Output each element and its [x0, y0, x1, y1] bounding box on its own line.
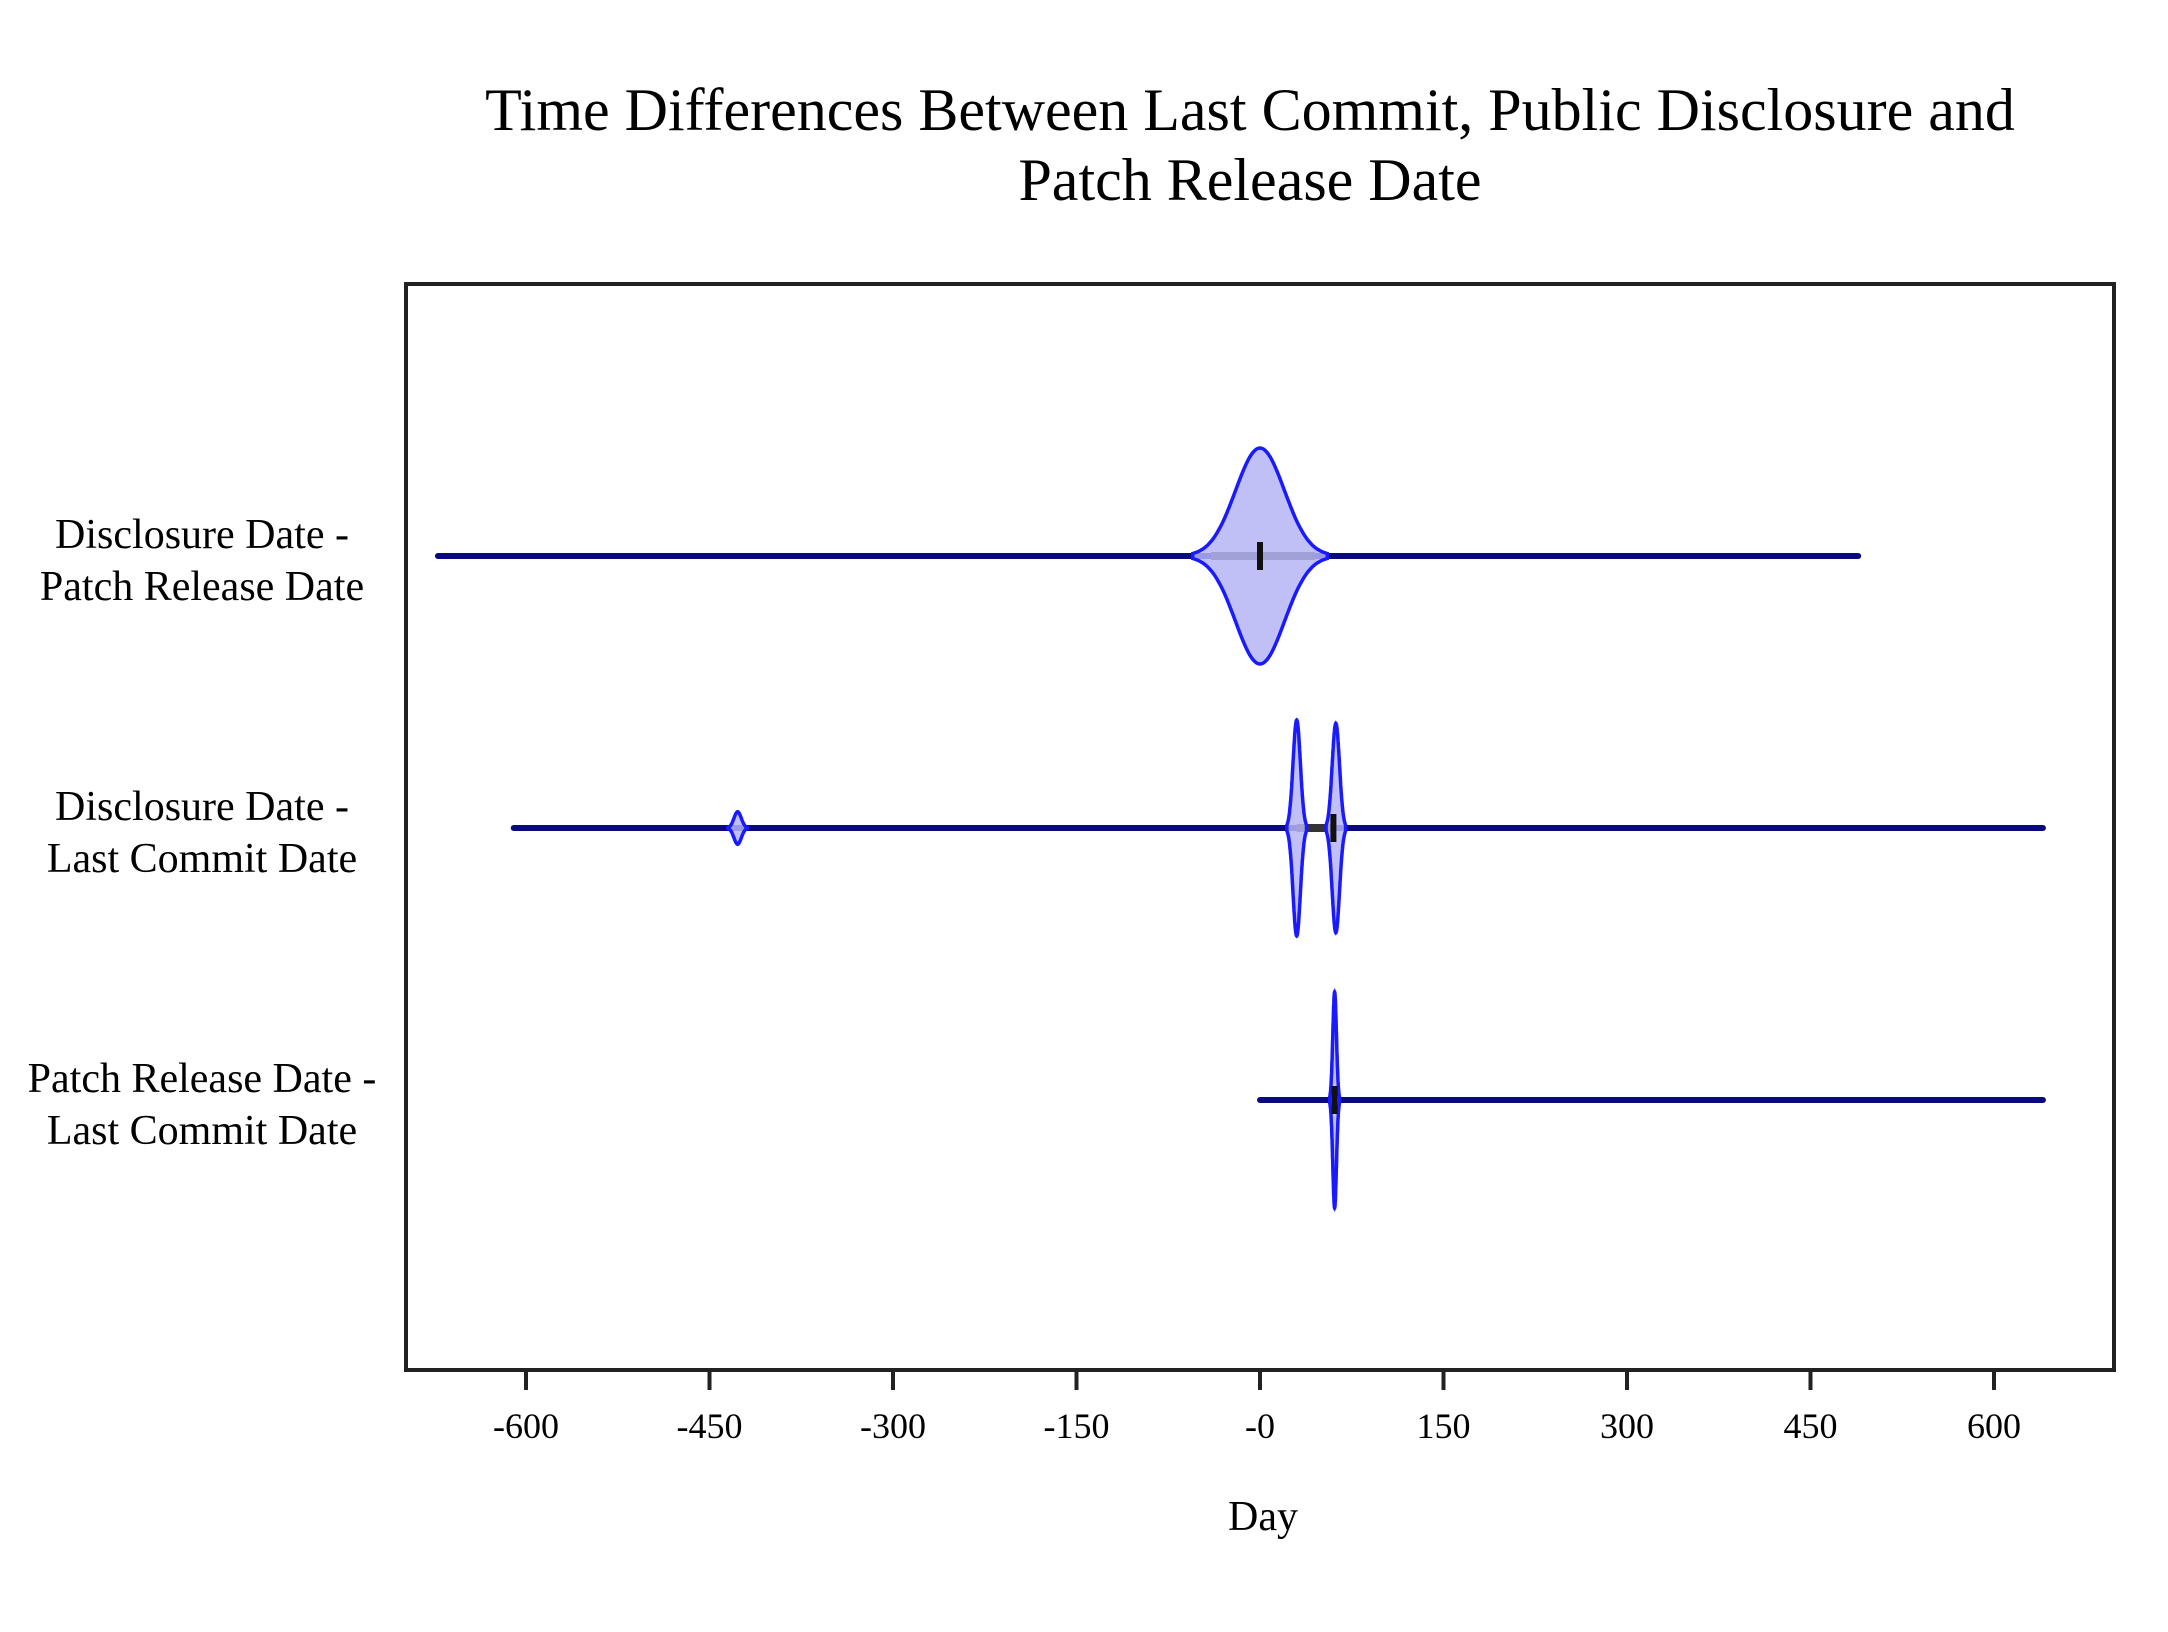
x-tick-label: 150: [1417, 1406, 1471, 1446]
chart-title: Time Differences Between Last Commit, Pu…: [485, 77, 2015, 213]
x-tick-label: -600: [493, 1406, 559, 1446]
chart-title-line: Patch Release Date: [1018, 147, 1481, 213]
violin-body: [726, 810, 750, 846]
violin-series: [434, 446, 1862, 666]
violin-body: [1285, 717, 1309, 939]
chart-title-line: Time Differences Between Last Commit, Pu…: [485, 77, 2015, 143]
category-label-line: Disclosure Date -: [55, 512, 349, 558]
x-tick-label: -0: [1245, 1406, 1275, 1446]
category-label-line: Patch Release Date: [40, 564, 364, 610]
x-tick-label: 300: [1600, 1406, 1654, 1446]
x-tick-label: -300: [860, 1406, 926, 1446]
violin-series: [1257, 988, 2046, 1212]
x-axis: -600 -450 -300 -150 -0 150 300 450 600: [493, 1370, 2021, 1446]
category-label: Disclosure Date - Last Commit Date: [47, 784, 357, 882]
x-tick-label: -450: [677, 1406, 743, 1446]
category-label: Patch Release Date - Last Commit Date: [28, 1056, 377, 1154]
category-label-line: Patch Release Date -: [28, 1056, 377, 1102]
x-tick-label: 450: [1784, 1406, 1838, 1446]
category-labels: Disclosure Date -Patch Release DateDiscl…: [28, 512, 377, 1154]
category-label-line: Disclosure Date -: [55, 784, 349, 830]
x-axis-label: Day: [1228, 1494, 1298, 1540]
violin-series: [510, 717, 2046, 939]
category-label-line: Last Commit Date: [47, 1108, 357, 1154]
category-label-line: Last Commit Date: [47, 836, 357, 882]
x-tick-label: -150: [1044, 1406, 1110, 1446]
violins: [434, 446, 2046, 1212]
x-tick-label: 600: [1967, 1406, 2021, 1446]
category-label: Disclosure Date - Patch Release Date: [40, 512, 364, 610]
